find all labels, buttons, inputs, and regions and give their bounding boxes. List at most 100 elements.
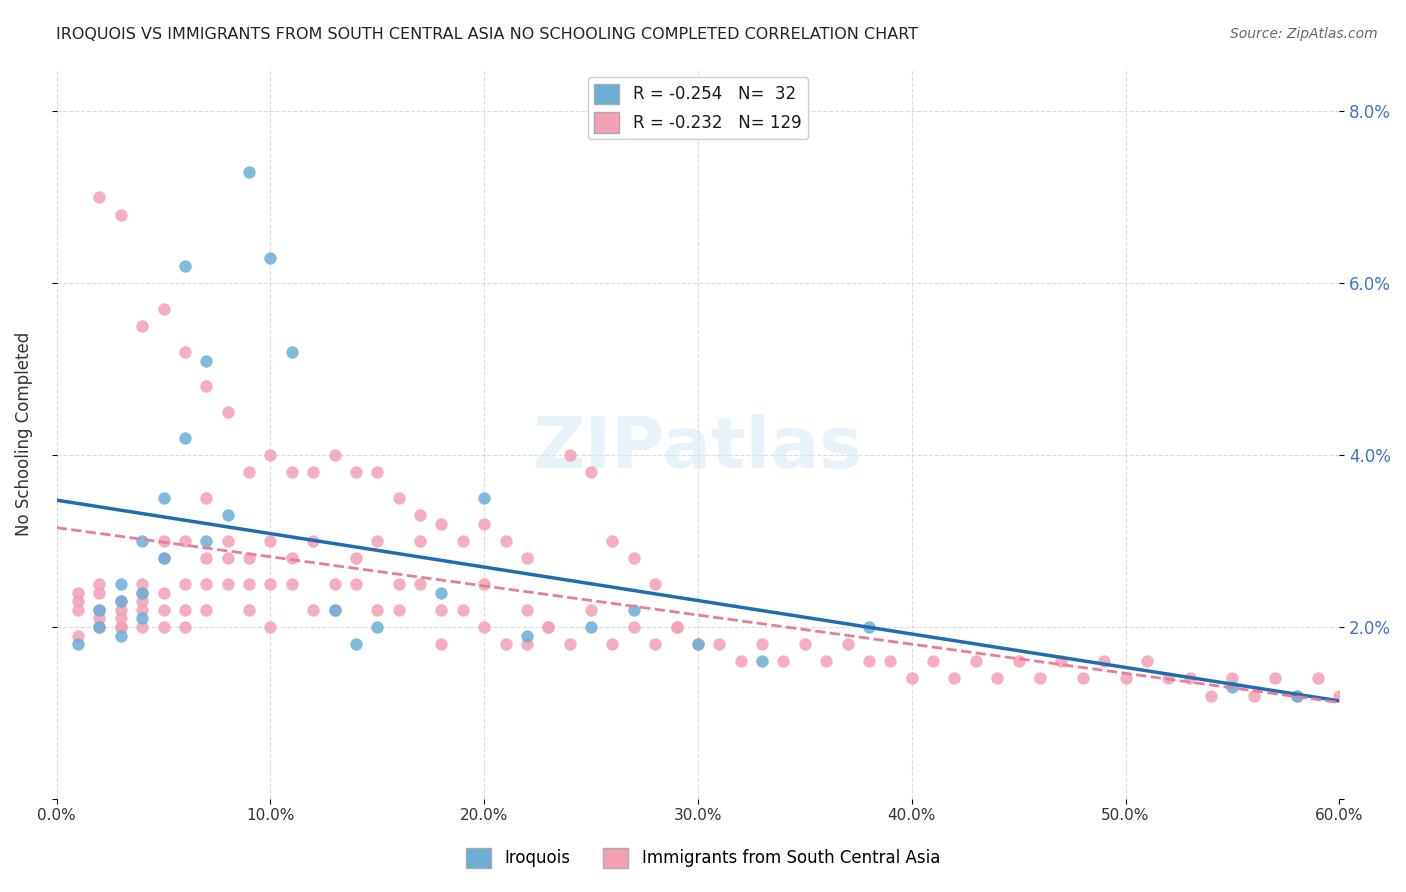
Point [472,620,495,634]
Point [281,345,304,359]
Point [89,577,111,591]
Point [1007,654,1029,668]
Point [131,534,153,549]
Point [1222,680,1244,694]
Point [344,551,367,566]
Point [131,611,153,625]
Legend: R = -0.254   N=  32, R = -0.232   N= 129: R = -0.254 N= 32, R = -0.232 N= 129 [588,77,808,139]
Point [66,628,89,642]
Point [858,620,880,634]
Point [152,301,174,316]
Point [131,603,153,617]
Point [558,637,581,651]
Point [772,654,794,668]
Point [238,603,260,617]
Point [922,654,945,668]
Point [858,654,880,668]
Point [366,603,388,617]
Point [89,603,111,617]
Point [388,577,411,591]
Point [451,603,474,617]
Point [89,620,111,634]
Point [451,534,474,549]
Point [623,551,645,566]
Point [195,577,218,591]
Point [238,465,260,479]
Point [89,585,111,599]
Point [89,190,111,204]
Point [152,551,174,566]
Point [131,620,153,634]
Point [558,448,581,462]
Point [1285,689,1308,703]
Point [430,637,453,651]
Point [259,577,281,591]
Point [537,620,560,634]
Point [366,534,388,549]
Text: ZIPatlas: ZIPatlas [533,414,863,483]
Point [238,164,260,178]
Point [152,491,174,505]
Point [1050,654,1073,668]
Point [217,577,239,591]
Point [217,551,239,566]
Point [302,465,325,479]
Point [259,448,281,462]
Point [152,534,174,549]
Point [516,551,538,566]
Point [195,353,218,368]
Point [110,208,132,222]
Point [1178,672,1201,686]
Point [152,603,174,617]
Point [323,577,346,591]
Point [366,465,388,479]
Point [472,516,495,531]
Point [986,672,1008,686]
Point [1136,654,1159,668]
Point [1092,654,1115,668]
Point [238,577,260,591]
Point [89,620,111,634]
Point [217,534,239,549]
Point [89,603,111,617]
Point [131,594,153,608]
Point [66,585,89,599]
Point [259,251,281,265]
Point [1114,672,1136,686]
Point [644,577,666,591]
Point [472,491,495,505]
Point [472,577,495,591]
Point [879,654,901,668]
Point [66,603,89,617]
Point [1264,672,1286,686]
Point [302,534,325,549]
Point [110,620,132,634]
Point [259,620,281,634]
Point [579,465,602,479]
Point [730,654,752,668]
Point [173,259,195,273]
Point [409,577,432,591]
Point [430,603,453,617]
Point [366,620,388,634]
Point [110,628,132,642]
Point [131,585,153,599]
Point [281,465,304,479]
Point [943,672,966,686]
Point [110,594,132,608]
Text: Source: ZipAtlas.com: Source: ZipAtlas.com [1230,27,1378,41]
Point [686,637,709,651]
Point [195,534,218,549]
Point [152,620,174,634]
Point [110,611,132,625]
Legend: Iroquois, Immigrants from South Central Asia: Iroquois, Immigrants from South Central … [460,841,946,875]
Point [623,620,645,634]
Point [173,577,195,591]
Point [1029,672,1052,686]
Point [430,585,453,599]
Point [217,508,239,523]
Point [195,551,218,566]
Point [579,620,602,634]
Point [602,637,624,651]
Point [110,594,132,608]
